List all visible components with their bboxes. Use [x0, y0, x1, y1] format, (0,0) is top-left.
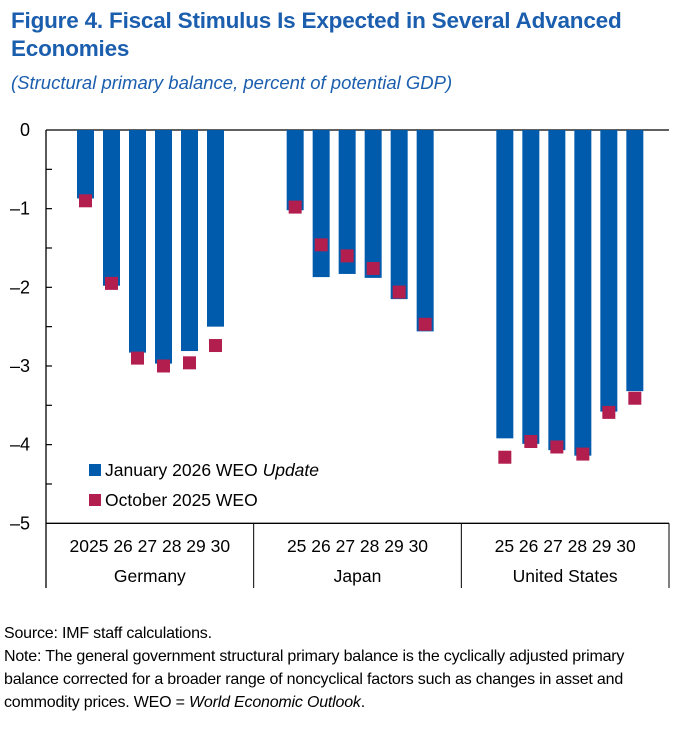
- bar: [312, 130, 330, 278]
- marker: [131, 351, 144, 365]
- marker: [418, 317, 432, 331]
- bar: [286, 130, 304, 211]
- bar: [548, 130, 566, 451]
- bar-chart: 0 –1 –2 –3 –4 –5 January 2026 WEO Update Octob…: [10, 120, 670, 588]
- marker: [105, 276, 118, 290]
- x-axis-labels: 2025 26 27 28 29 30 Germany 25 26 27 28 29…: [70, 536, 636, 586]
- marker: [576, 447, 590, 461]
- bar: [207, 130, 224, 327]
- marker: [157, 359, 170, 373]
- bar: [338, 130, 356, 274]
- bar: [364, 130, 382, 278]
- x-tick-labels: 25 26 27 28 29 30: [495, 536, 636, 556]
- legend-swatch: [89, 494, 101, 506]
- legend-swatch: [89, 464, 101, 476]
- note-text: Note: The general government structural …: [4, 645, 674, 714]
- bar: [626, 130, 644, 392]
- markers-series: [79, 194, 642, 464]
- group-label: Germany: [114, 566, 186, 586]
- bar: [103, 130, 120, 286]
- marker: [314, 238, 328, 252]
- marker: [366, 261, 380, 275]
- legend: January 2026 WEO Update October 2025 WEO: [89, 460, 319, 510]
- group-label: Japan: [334, 566, 382, 586]
- marker: [392, 285, 406, 299]
- bars-series: [77, 130, 644, 456]
- x-tick-labels: 2025 26 27 28 29 30: [70, 536, 231, 556]
- source-note: Source: IMF staff calculations.: [4, 625, 212, 642]
- marker: [524, 434, 538, 448]
- y-tick-label: –3: [10, 356, 30, 376]
- axes: 0 –1 –2 –3 –4 –5: [10, 120, 670, 588]
- note-plain: Note: The general government structural …: [4, 648, 625, 711]
- bar: [77, 130, 94, 199]
- bar: [496, 130, 514, 439]
- group-label: United States: [513, 566, 618, 586]
- y-tick-label: 0: [20, 120, 30, 140]
- y-tick-label: –2: [10, 277, 30, 297]
- legend-label: January 2026 WEO Update: [105, 460, 319, 480]
- marker: [498, 450, 512, 464]
- marker: [209, 339, 222, 353]
- bar: [129, 130, 146, 353]
- figure-title: Figure 4. Fiscal Stimulus Is Expected in…: [11, 8, 622, 61]
- marker: [340, 249, 354, 263]
- marker: [79, 194, 92, 208]
- figure-subtitle: (Structural primary balance, percent of …: [11, 72, 453, 93]
- y-tick-label: –1: [10, 199, 30, 219]
- x-tick-labels: 25 26 27 28 29 30: [287, 536, 428, 556]
- y-tick-label: –5: [10, 513, 30, 533]
- bar: [390, 130, 408, 300]
- note-end: .: [360, 694, 365, 711]
- bar: [416, 130, 434, 332]
- bar: [600, 130, 618, 412]
- legend-label: October 2025 WEO: [105, 490, 258, 510]
- marker: [602, 405, 616, 419]
- note-italic: World Economic Outlook: [189, 694, 361, 711]
- marker: [550, 440, 564, 454]
- y-tick-label: –4: [10, 435, 30, 455]
- bar: [181, 130, 198, 352]
- bar: [522, 130, 540, 444]
- marker: [628, 391, 642, 405]
- figure-footer: Source: IMF staff calculations. Note: Th…: [4, 622, 674, 714]
- marker: [288, 200, 302, 214]
- marker: [183, 356, 196, 370]
- bar: [574, 130, 592, 456]
- bar: [155, 130, 172, 364]
